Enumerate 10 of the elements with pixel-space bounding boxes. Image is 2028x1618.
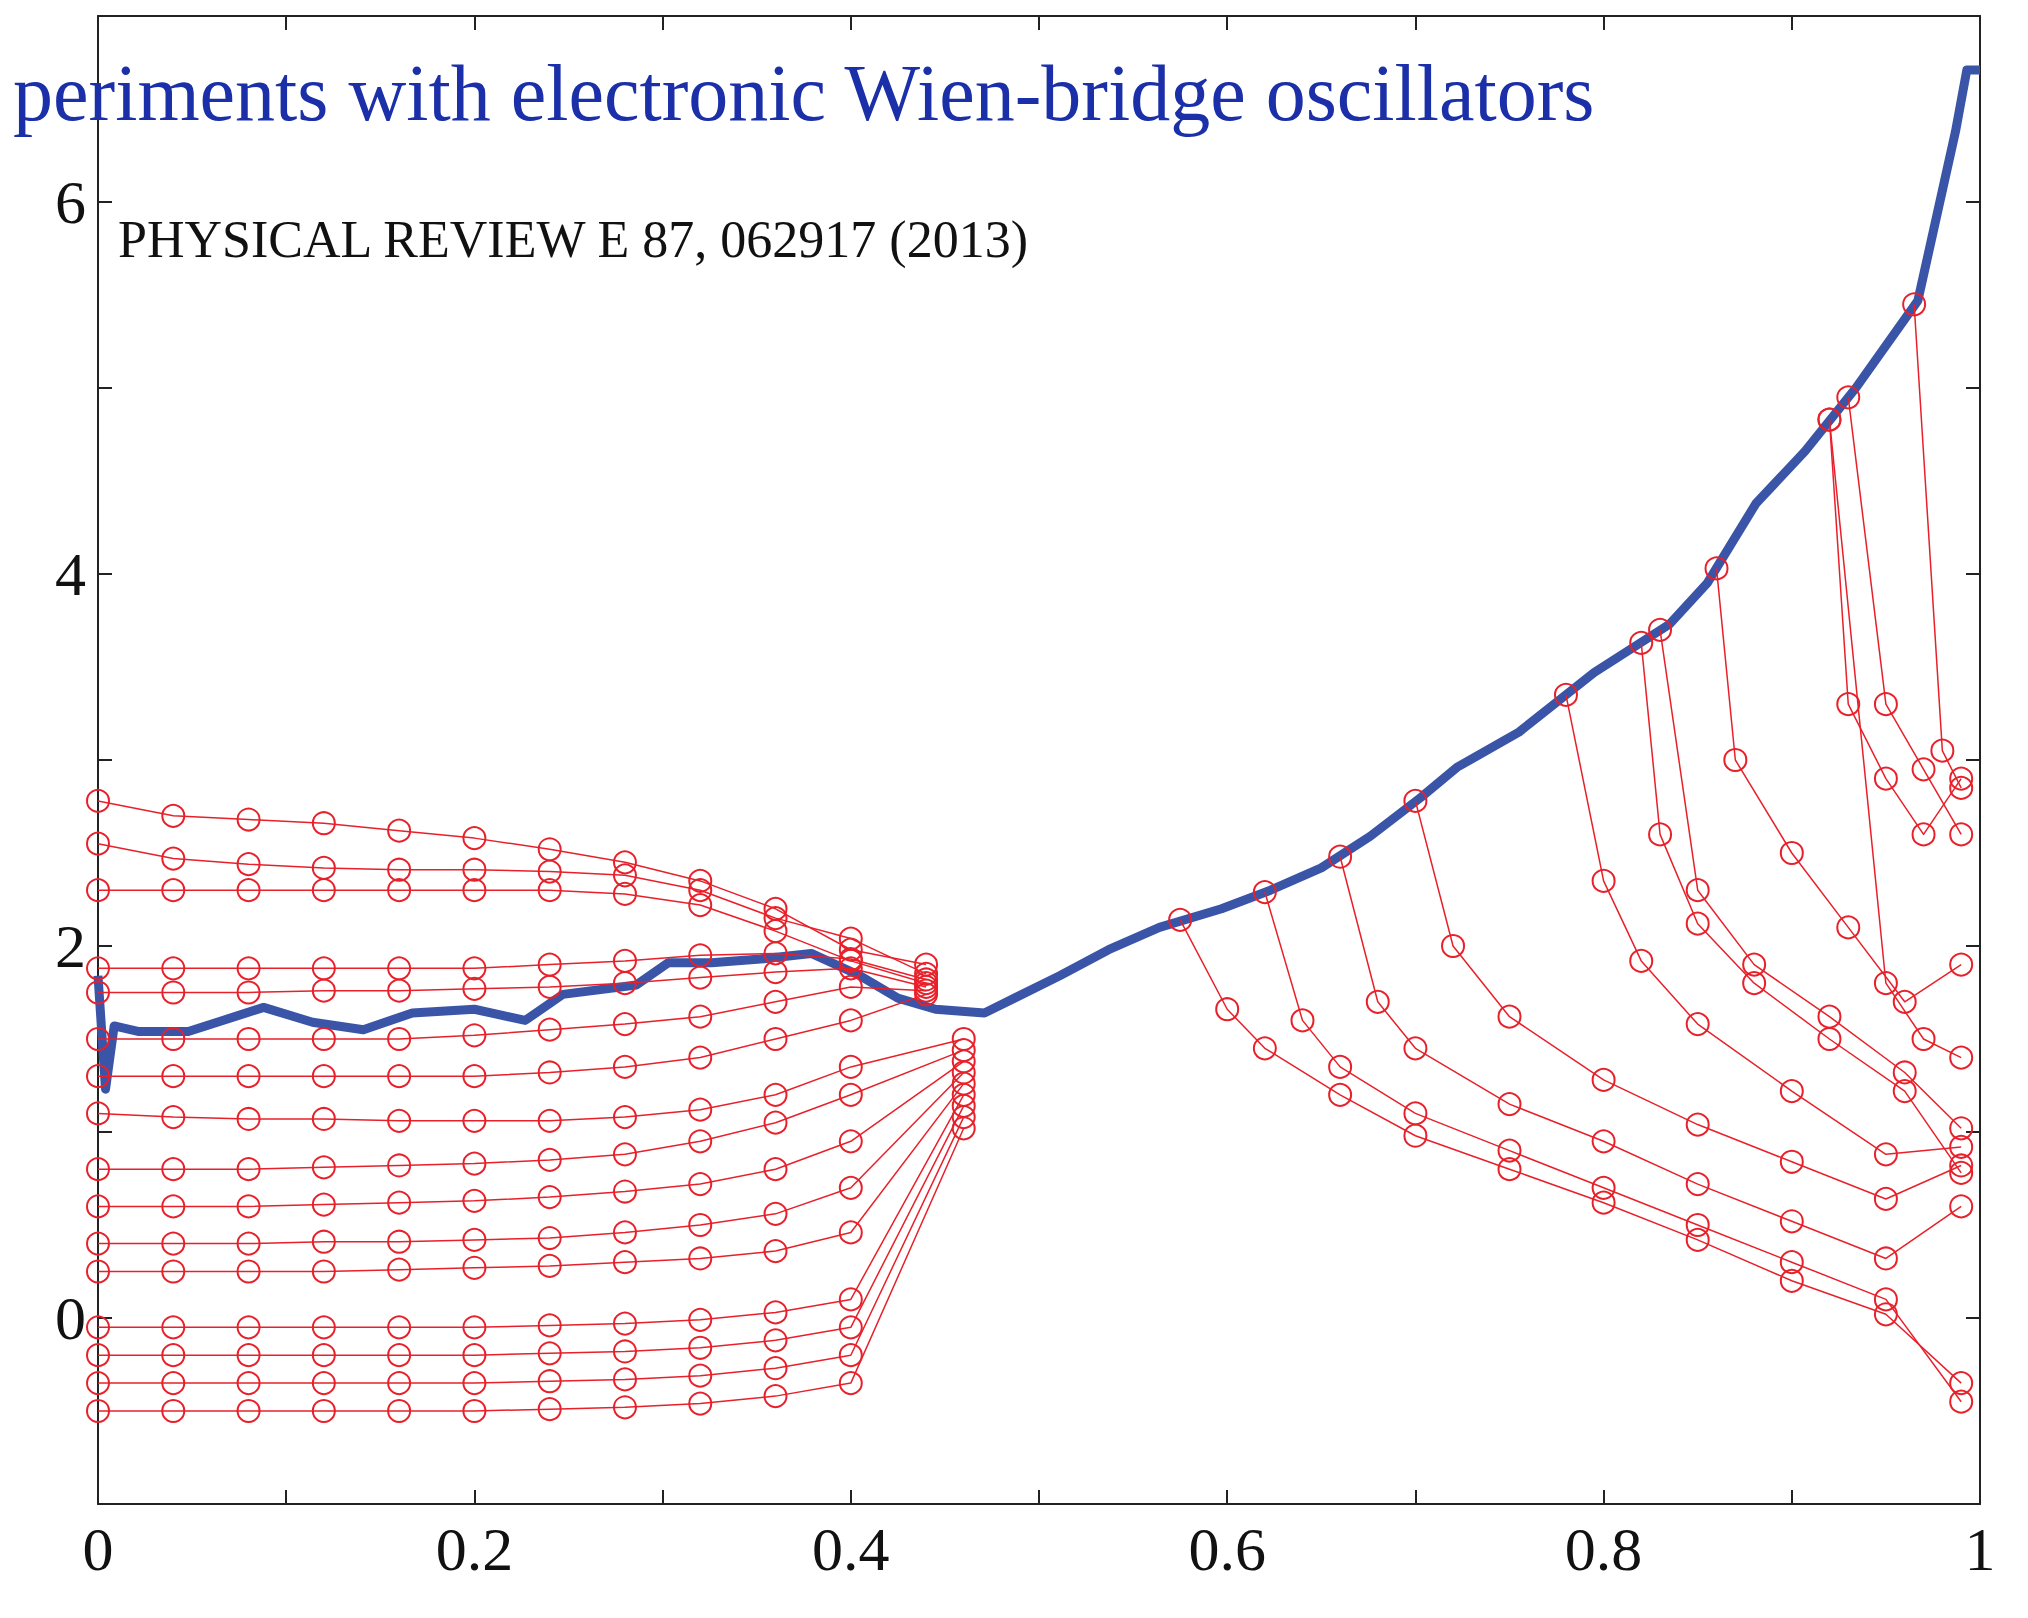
x-tick-label: 0.4: [812, 1515, 890, 1583]
x-tick-label: 0.2: [435, 1515, 514, 1583]
annotation: PHYSICAL REVIEW E 87, 062917 (2013): [118, 210, 1028, 269]
x-tick-label: 0.6: [1188, 1515, 1266, 1583]
x-tick-label: 0.8: [1564, 1515, 1643, 1583]
y-tick-label: 0: [55, 1284, 86, 1352]
x-tick-label: 1: [1964, 1515, 1996, 1583]
y-tick-label: 2: [55, 912, 86, 980]
y-tick-label: 6: [55, 168, 86, 236]
y-tick-label: 4: [55, 540, 86, 608]
